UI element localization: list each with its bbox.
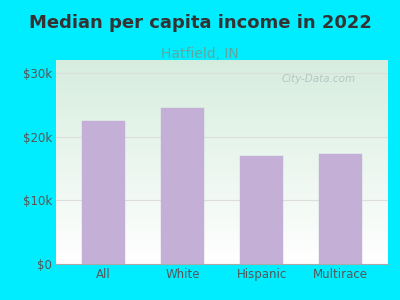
Text: Median per capita income in 2022: Median per capita income in 2022: [28, 14, 372, 32]
Bar: [319, 154, 362, 264]
Bar: [161, 108, 204, 264]
Text: City-Data.com: City-Data.com: [282, 74, 356, 84]
Bar: [240, 156, 283, 264]
Text: Hatfield, IN: Hatfield, IN: [161, 46, 239, 61]
Bar: [82, 121, 125, 264]
